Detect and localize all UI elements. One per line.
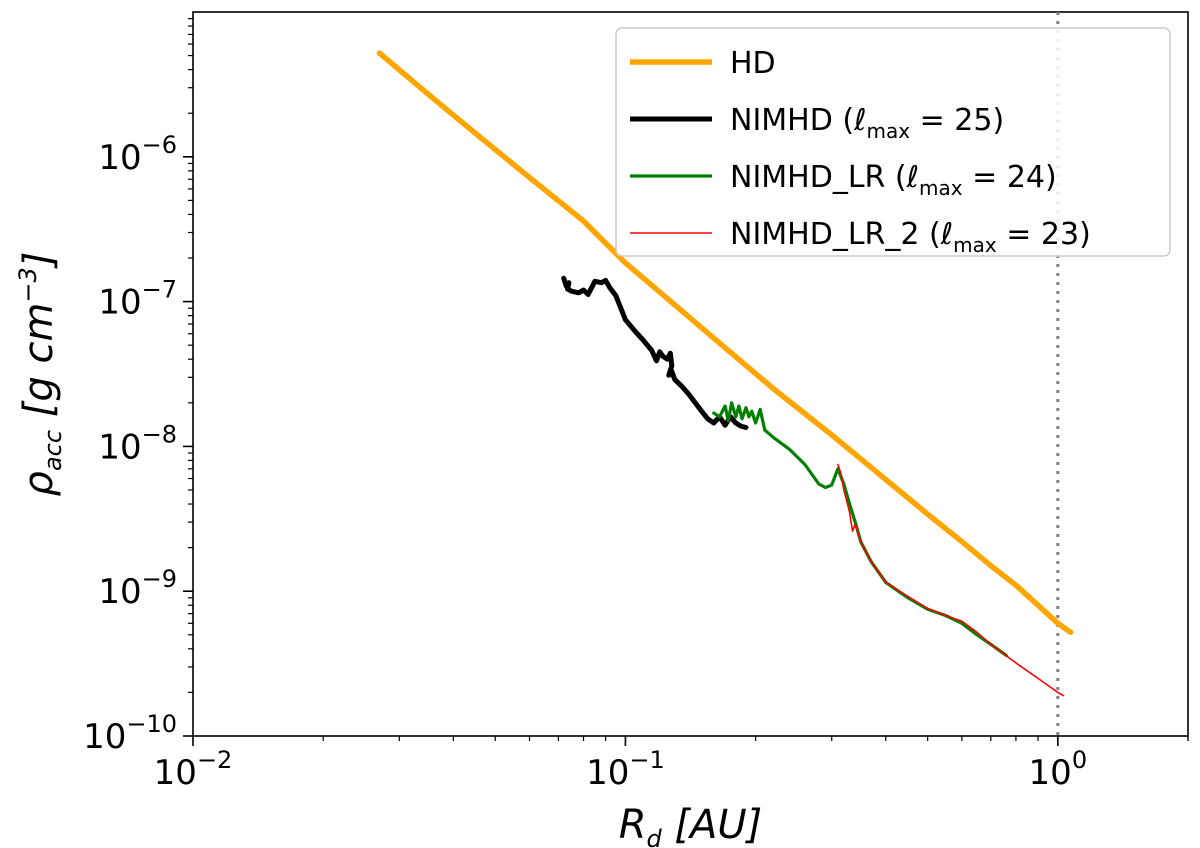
- x-tick-label: 10−2: [154, 746, 233, 793]
- series-line-0: [376, 50, 1074, 636]
- legend: HD NIMHD (ℓmax = 25) NIMHD_LR (ℓmax = 24) N…: [615, 27, 1171, 257]
- legend-label-2: NIMHD_LR (ℓmax = 24): [730, 160, 1057, 200]
- y-tick-label: 10−8: [98, 420, 177, 467]
- y-tick-label: 10−6: [98, 131, 177, 178]
- x-axis-label: Rd [AU]: [619, 802, 763, 848]
- series-line-3: [837, 463, 1065, 697]
- x-tick-label: 10−1: [586, 746, 665, 793]
- series-line-1: [561, 275, 749, 430]
- plot-frame: [192, 11, 1189, 737]
- legend-label-1: NIMHD (ℓmax = 25): [730, 103, 1004, 143]
- y-axis-label: ρacc [g cm−3]: [14, 252, 67, 497]
- y-tick-label: 10−9: [98, 565, 177, 612]
- legend-label-0: HD: [730, 46, 776, 81]
- legend-box: [615, 27, 1171, 257]
- x-tick-label: 100: [1029, 746, 1088, 793]
- y-tick-label: 10−7: [98, 276, 177, 323]
- series-line-2: [712, 401, 1008, 657]
- y-tick-label: 10−10: [83, 710, 177, 757]
- plot-area: [192, 11, 1189, 737]
- series-layer: [376, 50, 1074, 697]
- x-axis: 10−2 10−1 100: [154, 736, 1189, 793]
- y-axis: 10−10 10−9 10−8 10−7 10−6: [83, 18, 193, 757]
- legend-label-3: NIMHD_LR_2 (ℓmax = 23): [730, 217, 1091, 257]
